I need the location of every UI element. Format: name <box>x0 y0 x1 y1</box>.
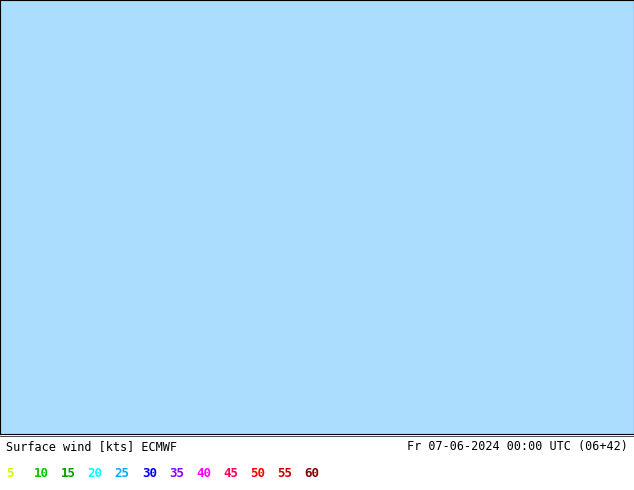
Text: 15: 15 <box>60 467 75 480</box>
Text: 35: 35 <box>169 467 184 480</box>
Text: 50: 50 <box>250 467 265 480</box>
Text: 60: 60 <box>304 467 320 480</box>
Text: 55: 55 <box>277 467 292 480</box>
Text: 5: 5 <box>6 467 14 480</box>
Text: 10: 10 <box>34 467 48 480</box>
Text: 25: 25 <box>115 467 130 480</box>
Text: 45: 45 <box>223 467 238 480</box>
Text: Fr 07-06-2024 00:00 UTC (06+42): Fr 07-06-2024 00:00 UTC (06+42) <box>407 441 628 453</box>
Text: 40: 40 <box>196 467 211 480</box>
Text: 20: 20 <box>87 467 103 480</box>
Text: Surface wind [kts] ECMWF: Surface wind [kts] ECMWF <box>6 441 178 453</box>
Text: 30: 30 <box>142 467 157 480</box>
